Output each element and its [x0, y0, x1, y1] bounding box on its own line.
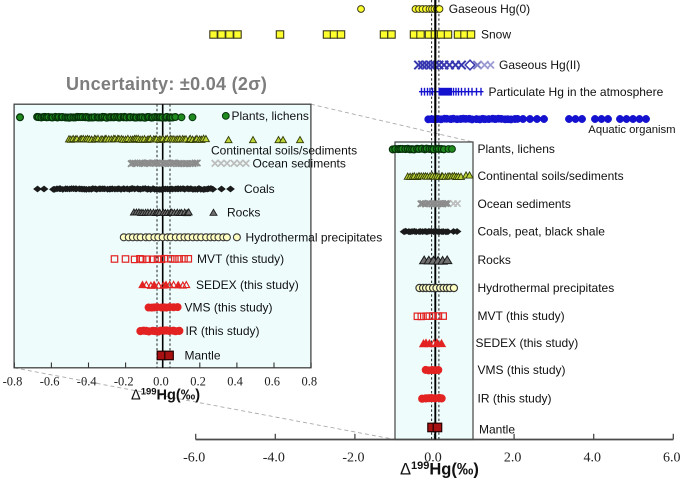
svg-text:IR (this study): IR (this study) [478, 392, 552, 406]
svg-text:-2.0: -2.0 [342, 451, 364, 466]
svg-text:Δ199Hg(‰): Δ199Hg(‰) [131, 387, 200, 404]
svg-text:Rocks: Rocks [478, 253, 511, 267]
svg-text:MVT (this study): MVT (this study) [478, 309, 565, 323]
svg-text:0.4: 0.4 [227, 375, 243, 389]
svg-text:-0.4: -0.4 [77, 375, 98, 389]
svg-text:Δ199Hg(‰): Δ199Hg(‰) [400, 460, 479, 479]
svg-text:0.6: 0.6 [264, 375, 280, 389]
svg-text:Gaseous Hg(0): Gaseous Hg(0) [449, 2, 530, 16]
svg-text:Continental soils/sediments: Continental soils/sediments [478, 169, 624, 183]
svg-text:Snow: Snow [481, 28, 511, 42]
svg-text:Ocean sediments: Ocean sediments [253, 157, 346, 171]
svg-text:IR (this study): IR (this study) [186, 324, 260, 338]
svg-text:-0.6: -0.6 [40, 375, 60, 389]
svg-text:Uncertainty: ±0.04 (2σ): Uncertainty: ±0.04 (2σ) [66, 74, 267, 94]
svg-text:SEDEX (this study): SEDEX (this study) [196, 278, 299, 292]
svg-text:Continental soils/sediments: Continental soils/sediments [211, 144, 357, 158]
svg-text:6.0: 6.0 [663, 451, 681, 466]
svg-text:0.8: 0.8 [301, 375, 317, 389]
svg-text:Mantle: Mantle [185, 349, 221, 363]
svg-text:Particulate Hg in the atmosphe: Particulate Hg in the atmosphere [489, 85, 664, 99]
svg-text:SEDEX (this study): SEDEX (this study) [476, 336, 579, 350]
svg-text:0.2: 0.2 [190, 375, 206, 389]
svg-text:VMS (this study): VMS (this study) [478, 363, 566, 377]
svg-text:Gaseous Hg(II): Gaseous Hg(II) [499, 58, 580, 72]
svg-text:Plants, lichens: Plants, lichens [478, 142, 555, 156]
svg-text:-4.0: -4.0 [263, 451, 285, 466]
svg-text:-6.0: -6.0 [183, 451, 205, 466]
svg-text:2.0: 2.0 [504, 451, 522, 466]
svg-text:MVT (this study): MVT (this study) [197, 252, 284, 266]
svg-text:Rocks: Rocks [227, 206, 260, 220]
svg-text:Coals: Coals [244, 182, 275, 196]
svg-text:Hydrothermal precipitates: Hydrothermal precipitates [478, 281, 615, 295]
svg-text:4.0: 4.0 [583, 451, 601, 466]
svg-text:Coals, peat, black shale: Coals, peat, black shale [478, 225, 606, 239]
svg-text:Plants, lichens: Plants, lichens [232, 109, 309, 123]
svg-text:Aquatic organism: Aquatic organism [588, 124, 675, 136]
svg-text:Hydrothermal precipitates: Hydrothermal precipitates [246, 231, 383, 245]
svg-text:0.0: 0.0 [424, 451, 442, 466]
svg-text:VMS (this study): VMS (this study) [185, 301, 273, 315]
svg-text:-0.8: -0.8 [3, 375, 23, 389]
svg-text:-0.2: -0.2 [114, 375, 134, 389]
svg-text:0.0: 0.0 [153, 375, 169, 389]
svg-text:Mantle: Mantle [479, 423, 515, 437]
svg-text:Ocean sediments: Ocean sediments [478, 197, 571, 211]
